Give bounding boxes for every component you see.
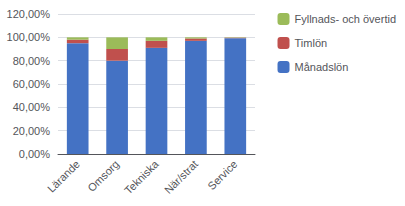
svg-text:80,00%: 80,00%	[13, 55, 51, 67]
svg-text:Tekniska: Tekniska	[122, 157, 161, 196]
svg-text:20,00%: 20,00%	[13, 125, 51, 137]
svg-text:Månadslön: Månadslön	[295, 61, 349, 73]
svg-text:100,00%: 100,00%	[7, 31, 51, 43]
svg-text:Service: Service	[205, 158, 239, 192]
svg-text:Omsorg: Omsorg	[85, 158, 121, 194]
svg-text:Timlön: Timlön	[295, 37, 328, 49]
svg-text:40,00%: 40,00%	[13, 101, 51, 113]
svg-text:60,00%: 60,00%	[13, 78, 51, 90]
svg-text:Fyllnads- och övertid: Fyllnads- och övertid	[295, 13, 397, 25]
svg-text:Lärande: Lärande	[45, 158, 82, 195]
svg-text:När/strat: När/strat	[162, 158, 200, 196]
svg-text:0,00%: 0,00%	[19, 148, 50, 160]
svg-text:120,00%: 120,00%	[7, 8, 51, 20]
